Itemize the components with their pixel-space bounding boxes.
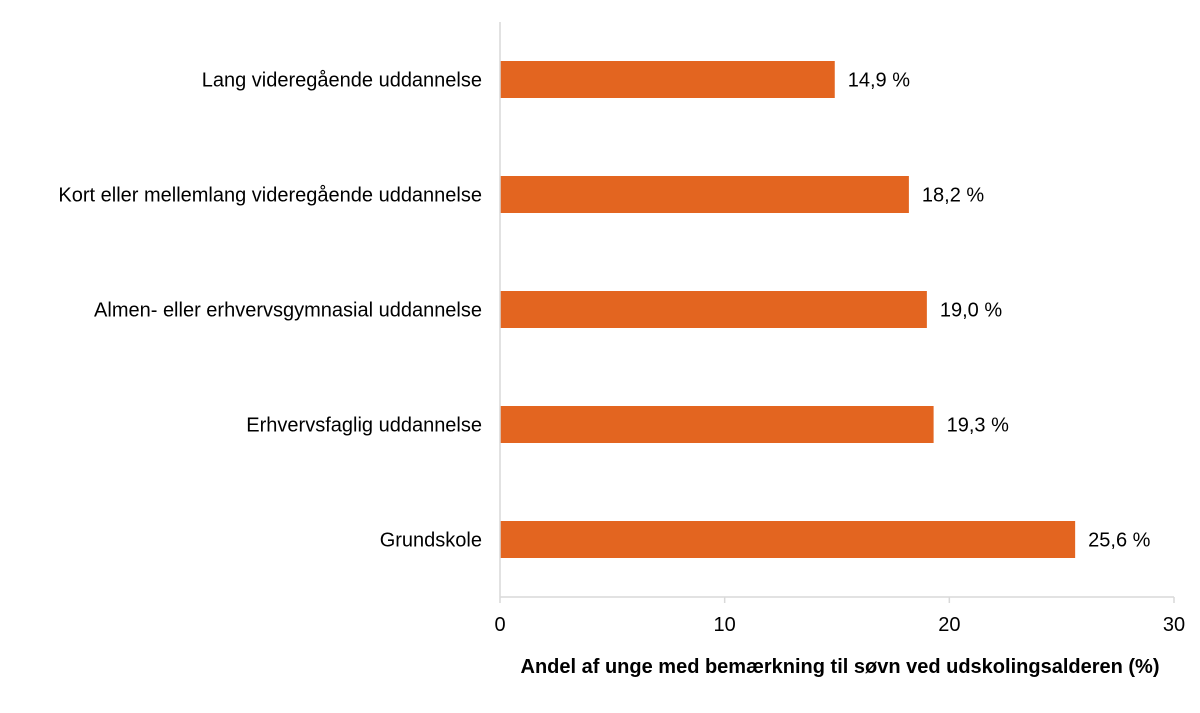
category-label: Kort eller mellemlang videregående uddan…: [58, 185, 482, 207]
bar: [500, 406, 934, 443]
value-labels-group: 14,9 % 18,2 % 19,0 % 19,3 % 25,6 %: [848, 70, 1151, 552]
x-tick-label: 20: [938, 614, 960, 636]
bars-group: [500, 61, 1076, 558]
category-labels-group: Lang videregående uddannelse Kort eller m…: [58, 70, 482, 552]
x-tick-label: 30: [1163, 614, 1185, 636]
category-label: Erhvervsfaglig uddannelse: [246, 415, 482, 437]
x-tick-label: 0: [494, 614, 505, 636]
bar: [500, 61, 835, 98]
bar: [500, 291, 927, 328]
bar: [500, 521, 1076, 558]
category-label: Almen- eller erhvervsgymnasial uddannels…: [94, 300, 482, 322]
x-axis-title: Andel af unge med bemærkning til søvn ve…: [521, 656, 1160, 678]
bar: [500, 176, 909, 213]
value-label: 25,6 %: [1088, 530, 1150, 552]
value-label: 14,9 %: [848, 70, 910, 92]
category-label: Grundskole: [380, 530, 482, 552]
value-label: 19,0 %: [940, 300, 1002, 322]
x-ticks-group: 0 10 20 30: [494, 597, 1185, 636]
category-label: Lang videregående uddannelse: [202, 70, 482, 92]
value-label: 19,3 %: [947, 415, 1009, 437]
x-tick-label: 10: [714, 614, 736, 636]
value-label: 18,2 %: [922, 185, 984, 207]
